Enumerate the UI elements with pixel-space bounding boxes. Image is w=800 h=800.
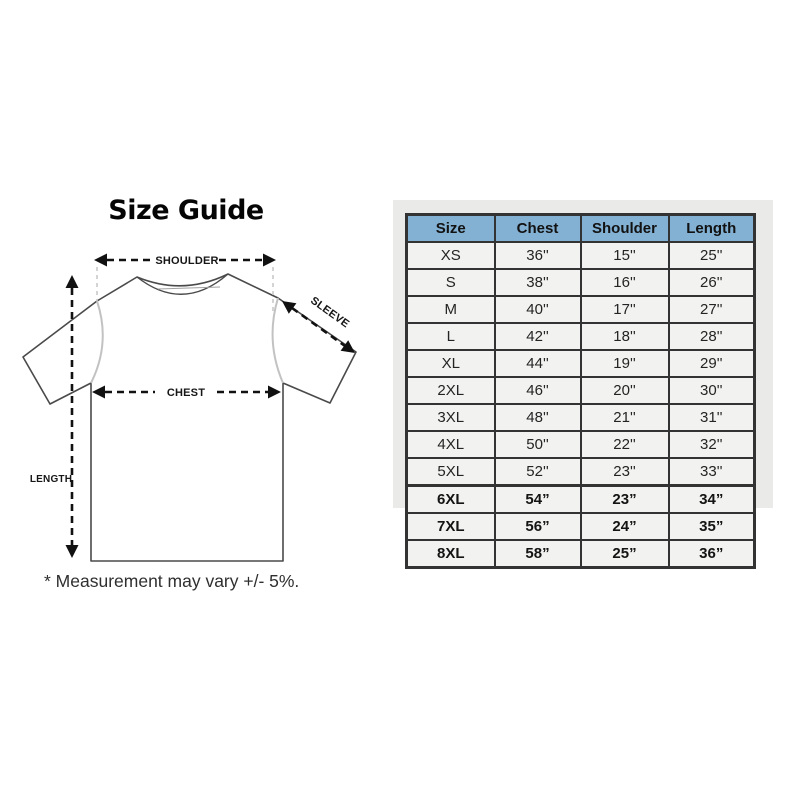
cell-shoulder: 16'' xyxy=(579,268,670,297)
length-arrow xyxy=(65,275,79,558)
table-row: XL 44'' 19'' 29'' xyxy=(405,349,756,378)
column-header-chest: Chest xyxy=(493,213,582,243)
table-row: M 40'' 17'' 27'' xyxy=(405,295,756,324)
table-row: 4XL 50'' 22'' 32'' xyxy=(405,430,756,459)
cell-chest: 58” xyxy=(493,539,582,569)
column-header-size: Size xyxy=(405,213,496,243)
arrowhead xyxy=(268,385,281,399)
cell-shoulder: 20'' xyxy=(579,376,670,405)
sleeve-arrow xyxy=(282,301,355,353)
cell-size: L xyxy=(405,322,496,351)
cell-length: 28'' xyxy=(667,322,756,351)
cell-chest: 56” xyxy=(493,512,582,541)
size-table-body: XS 36'' 15'' 25'' S 38'' 16'' 26'' M 40'' 17'' 27''… xyxy=(405,241,756,569)
table-row: S 38'' 16'' 26'' xyxy=(405,268,756,297)
cell-chest: 36'' xyxy=(493,241,582,270)
cell-length: 31'' xyxy=(667,403,756,432)
cell-shoulder: 23” xyxy=(579,484,670,514)
cell-length: 36” xyxy=(667,539,756,569)
cell-shoulder: 25” xyxy=(579,539,670,569)
cell-size: M xyxy=(405,295,496,324)
cell-length: 35” xyxy=(667,512,756,541)
collar-tag-line xyxy=(157,286,221,290)
cell-shoulder: 19'' xyxy=(579,349,670,378)
cell-length: 29'' xyxy=(667,349,756,378)
cell-shoulder: 18'' xyxy=(579,322,670,351)
cell-shoulder: 17'' xyxy=(579,295,670,324)
table-row: 5XL 52'' 23'' 33'' xyxy=(405,457,756,487)
collar-inner-line xyxy=(136,273,229,295)
table-row: 8XL 58” 25” 36” xyxy=(405,539,756,569)
table-row: 6XL 54” 23” 34” xyxy=(405,484,756,514)
cell-chest: 40'' xyxy=(493,295,582,324)
cell-shoulder: 22'' xyxy=(579,430,670,459)
cell-size: XS xyxy=(405,241,496,270)
column-header-shoulder: Shoulder xyxy=(579,213,670,243)
size-table: Size Chest Shoulder Length XS 36'' 15'' 25'… xyxy=(405,213,756,569)
table-row: 2XL 46'' 20'' 30'' xyxy=(405,376,756,405)
cell-size: XL xyxy=(405,349,496,378)
cell-length: 30'' xyxy=(667,376,756,405)
cell-chest: 52'' xyxy=(493,457,582,487)
table-row: XS 36'' 15'' 25'' xyxy=(405,241,756,270)
length-label: LENGTH xyxy=(30,474,72,485)
cell-length: 34” xyxy=(667,484,756,514)
cell-chest: 44'' xyxy=(493,349,582,378)
cell-size: 7XL xyxy=(405,512,496,541)
cell-length: 33'' xyxy=(667,457,756,487)
cell-size: 3XL xyxy=(405,403,496,432)
shoulder-label: SHOULDER xyxy=(155,255,218,267)
cell-chest: 38'' xyxy=(493,268,582,297)
arrowhead xyxy=(282,301,297,314)
tshirt-diagram: SHOULDER SLEEVE CHEST LENGTH xyxy=(22,253,357,562)
shoulder-arrow xyxy=(94,253,276,267)
cell-chest: 46'' xyxy=(493,376,582,405)
arrowhead xyxy=(65,275,79,288)
page-title: Size Guide xyxy=(108,195,264,226)
chest-label: CHEST xyxy=(167,387,205,399)
cell-chest: 42'' xyxy=(493,322,582,351)
cell-size: 5XL xyxy=(405,457,496,487)
cell-chest: 50'' xyxy=(493,430,582,459)
arrowhead xyxy=(263,253,276,267)
cell-size: 4XL xyxy=(405,430,496,459)
cell-chest: 54” xyxy=(493,484,582,514)
cell-size: S xyxy=(405,268,496,297)
left-armhole-line xyxy=(90,300,104,384)
cell-size: 6XL xyxy=(405,484,496,514)
cell-shoulder: 15'' xyxy=(579,241,670,270)
cell-length: 32'' xyxy=(667,430,756,459)
measurement-note: * Measurement may vary +/- 5%. xyxy=(44,571,300,591)
cell-shoulder: 23'' xyxy=(579,457,670,487)
table-row: L 42'' 18'' 28'' xyxy=(405,322,756,351)
cell-shoulder: 24” xyxy=(579,512,670,541)
arrowhead xyxy=(92,385,105,399)
cell-length: 27'' xyxy=(667,295,756,324)
table-row: 3XL 48'' 21'' 31'' xyxy=(405,403,756,432)
size-table-header-row: Size Chest Shoulder Length xyxy=(405,213,756,243)
cell-chest: 48'' xyxy=(493,403,582,432)
cell-length: 25'' xyxy=(667,241,756,270)
right-armhole-line xyxy=(271,297,284,384)
table-row: 7XL 56” 24” 35” xyxy=(405,512,756,541)
arrowhead xyxy=(94,253,107,267)
cell-size: 8XL xyxy=(405,539,496,569)
cell-shoulder: 21'' xyxy=(579,403,670,432)
cell-size: 2XL xyxy=(405,376,496,405)
cell-length: 26'' xyxy=(667,268,756,297)
arrowhead xyxy=(340,340,355,353)
column-header-length: Length xyxy=(667,213,756,243)
arrowhead xyxy=(65,545,79,558)
chest-arrow xyxy=(92,385,281,399)
